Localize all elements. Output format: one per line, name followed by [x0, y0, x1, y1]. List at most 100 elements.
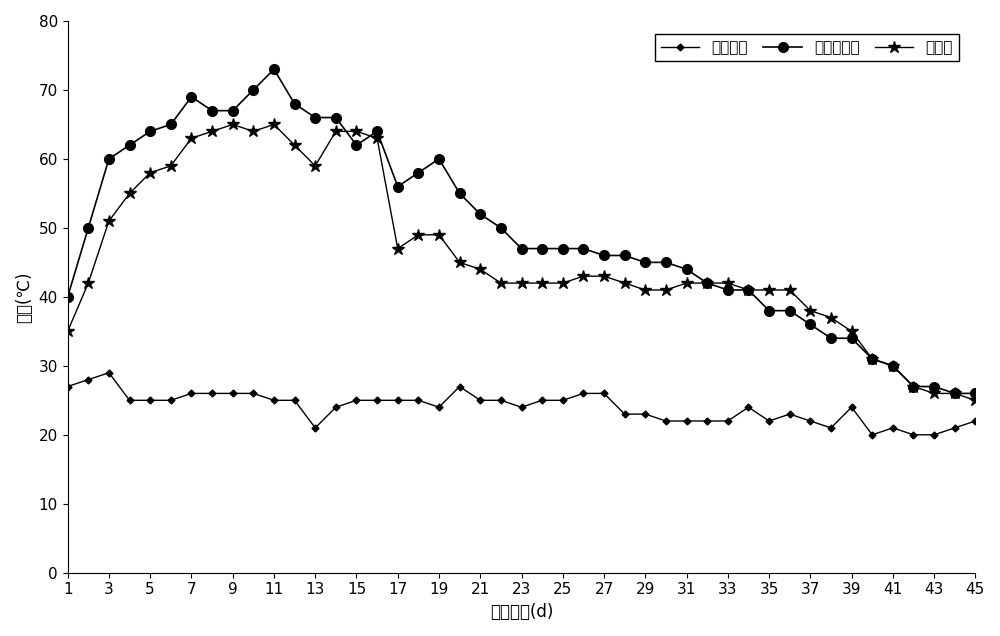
加复合菌剂 — [969, 390, 981, 398]
未加菌 — [516, 279, 528, 287]
未加菌 — [804, 307, 816, 314]
环境温度 — [350, 396, 362, 404]
未加菌 — [969, 396, 981, 404]
Legend: 环境温度, 加复合菌剂, 未加菌: 环境温度, 加复合菌剂, 未加菌 — [655, 34, 959, 62]
未加菌 — [598, 272, 610, 280]
加复合菌剂 — [206, 107, 218, 114]
环境温度 — [433, 403, 445, 411]
未加菌 — [82, 279, 94, 287]
环境温度 — [660, 417, 672, 425]
未加菌 — [742, 286, 754, 294]
未加菌 — [949, 390, 961, 398]
加复合菌剂 — [577, 245, 589, 252]
未加菌 — [412, 231, 424, 238]
未加菌 — [866, 355, 878, 363]
环境温度 — [887, 424, 899, 432]
加复合菌剂 — [144, 128, 156, 135]
加复合菌剂 — [330, 114, 342, 121]
环境温度 — [62, 383, 74, 391]
Line: 未加菌: 未加菌 — [61, 118, 982, 406]
环境温度 — [804, 417, 816, 425]
环境温度 — [536, 396, 548, 404]
未加菌 — [247, 128, 259, 135]
加复合菌剂 — [309, 114, 321, 121]
未加菌 — [144, 169, 156, 177]
环境温度 — [185, 390, 197, 398]
环境温度 — [412, 396, 424, 404]
未加菌 — [392, 245, 404, 252]
未加菌 — [722, 279, 734, 287]
未加菌 — [165, 162, 177, 170]
环境温度 — [227, 390, 239, 398]
未加菌 — [907, 383, 919, 391]
环境温度 — [763, 417, 775, 425]
Line: 加复合菌剂: 加复合菌剂 — [63, 64, 980, 398]
环境温度 — [577, 390, 589, 398]
加复合菌剂 — [516, 245, 528, 252]
未加菌 — [103, 217, 115, 225]
环境温度 — [495, 396, 507, 404]
未加菌 — [557, 279, 569, 287]
环境温度 — [701, 417, 713, 425]
未加菌 — [639, 286, 651, 294]
环境温度 — [639, 410, 651, 418]
环境温度 — [454, 383, 466, 391]
环境温度 — [103, 369, 115, 377]
未加菌 — [887, 362, 899, 370]
未加菌 — [784, 286, 796, 294]
环境温度 — [784, 410, 796, 418]
加复合菌剂 — [846, 335, 858, 342]
加复合菌剂 — [185, 93, 197, 100]
未加菌 — [701, 279, 713, 287]
环境温度 — [82, 376, 94, 384]
加复合菌剂 — [454, 190, 466, 197]
环境温度 — [866, 431, 878, 439]
环境温度 — [309, 424, 321, 432]
环境温度 — [247, 390, 259, 398]
未加菌 — [62, 328, 74, 335]
加复合菌剂 — [350, 141, 362, 149]
加复合菌剂 — [474, 211, 486, 218]
加复合菌剂 — [82, 224, 94, 232]
未加菌 — [206, 128, 218, 135]
加复合菌剂 — [804, 321, 816, 328]
加复合菌剂 — [227, 107, 239, 114]
未加菌 — [681, 279, 693, 287]
环境温度 — [742, 403, 754, 411]
X-axis label: 堆肖时间(d): 堆肖时间(d) — [490, 603, 553, 621]
加复合菌剂 — [701, 279, 713, 287]
环境温度 — [681, 417, 693, 425]
加复合菌剂 — [887, 362, 899, 370]
未加菌 — [227, 121, 239, 128]
环境温度 — [124, 396, 136, 404]
未加菌 — [454, 259, 466, 266]
加复合菌剂 — [866, 355, 878, 363]
环境温度 — [268, 396, 280, 404]
环境温度 — [392, 396, 404, 404]
未加菌 — [536, 279, 548, 287]
未加菌 — [825, 314, 837, 321]
环境温度 — [474, 396, 486, 404]
未加菌 — [577, 272, 589, 280]
加复合菌剂 — [124, 141, 136, 149]
加复合菌剂 — [825, 335, 837, 342]
环境温度 — [371, 396, 383, 404]
未加菌 — [928, 390, 940, 398]
加复合菌剂 — [722, 286, 734, 294]
加复合菌剂 — [392, 183, 404, 190]
加复合菌剂 — [62, 293, 74, 301]
加复合菌剂 — [165, 121, 177, 128]
环境温度 — [206, 390, 218, 398]
加复合菌剂 — [495, 224, 507, 232]
加复合菌剂 — [907, 383, 919, 391]
加复合菌剂 — [433, 155, 445, 163]
加复合菌剂 — [949, 390, 961, 398]
环境温度 — [907, 431, 919, 439]
环境温度 — [969, 417, 981, 425]
加复合菌剂 — [371, 128, 383, 135]
加复合菌剂 — [742, 286, 754, 294]
环境温度 — [144, 396, 156, 404]
未加菌 — [309, 162, 321, 170]
未加菌 — [350, 128, 362, 135]
环境温度 — [598, 390, 610, 398]
